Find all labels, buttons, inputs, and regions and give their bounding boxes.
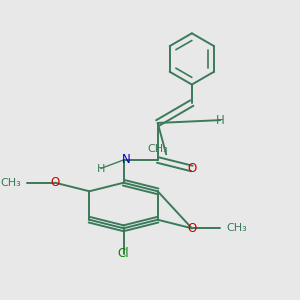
- Text: O: O: [187, 222, 196, 235]
- Text: CH₃: CH₃: [147, 144, 168, 154]
- Text: N: N: [122, 154, 131, 166]
- Text: H: H: [97, 164, 105, 173]
- Text: H: H: [216, 114, 225, 127]
- Text: O: O: [187, 162, 196, 175]
- Text: CH₃: CH₃: [226, 223, 247, 233]
- Text: CH₃: CH₃: [0, 178, 21, 188]
- Text: O: O: [51, 176, 60, 189]
- Text: Cl: Cl: [118, 248, 129, 260]
